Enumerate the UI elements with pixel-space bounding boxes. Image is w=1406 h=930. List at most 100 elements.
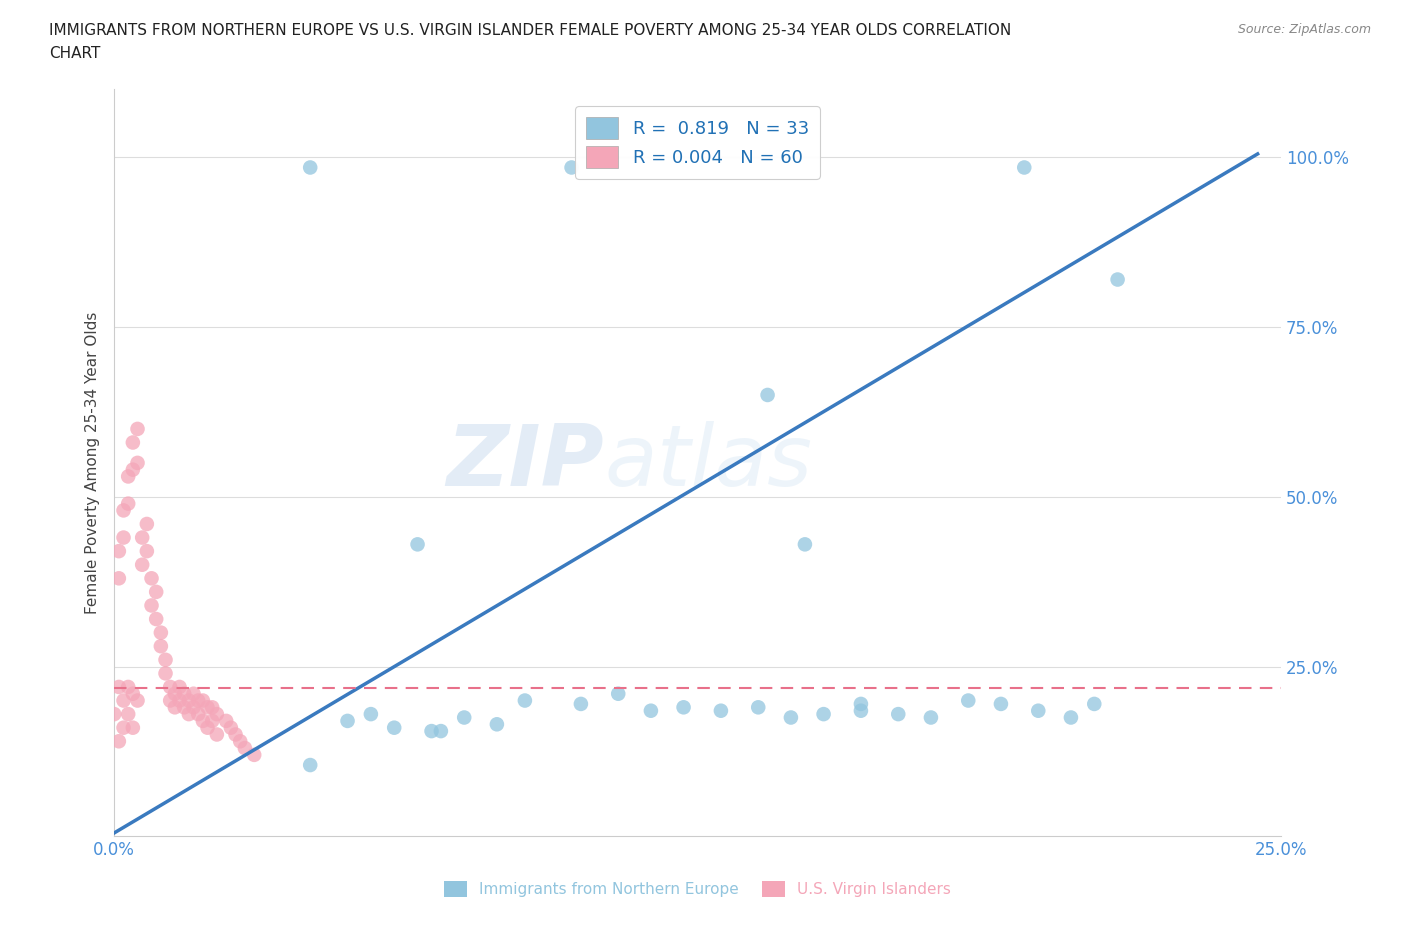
- Point: [513, 693, 536, 708]
- Point: [747, 700, 769, 715]
- Point: [813, 707, 835, 722]
- Point: [299, 758, 322, 773]
- Point: [485, 717, 508, 732]
- Point: [169, 693, 191, 708]
- Point: [201, 713, 224, 728]
- Point: [672, 700, 695, 715]
- Point: [430, 724, 453, 738]
- Point: [163, 700, 186, 715]
- Point: [112, 720, 135, 735]
- Point: [1083, 697, 1105, 711]
- Point: [145, 612, 167, 627]
- Point: [849, 697, 872, 711]
- Point: [103, 707, 125, 722]
- Point: [155, 652, 177, 667]
- Point: [121, 686, 143, 701]
- Point: [177, 707, 200, 722]
- Point: [173, 686, 195, 701]
- Point: [990, 697, 1012, 711]
- Text: Source: ZipAtlas.com: Source: ZipAtlas.com: [1237, 23, 1371, 36]
- Point: [607, 686, 630, 701]
- Point: [135, 544, 157, 559]
- Point: [229, 734, 252, 749]
- Point: [710, 703, 733, 718]
- Point: [957, 693, 980, 708]
- Point: [117, 469, 139, 484]
- Point: [219, 720, 242, 735]
- Point: [225, 727, 247, 742]
- Point: [183, 700, 205, 715]
- Point: [121, 435, 143, 450]
- Point: [135, 516, 157, 531]
- Point: [215, 713, 238, 728]
- Point: [205, 727, 228, 742]
- Point: [920, 711, 942, 725]
- Point: [117, 707, 139, 722]
- Point: [173, 700, 195, 715]
- Point: [1060, 711, 1083, 725]
- Point: [887, 707, 910, 722]
- Point: [420, 724, 443, 738]
- Point: [453, 711, 475, 725]
- Point: [336, 713, 359, 728]
- Point: [569, 697, 592, 711]
- Point: [1026, 703, 1049, 718]
- Point: [141, 598, 163, 613]
- Point: [141, 571, 163, 586]
- Point: [197, 720, 219, 735]
- Point: [183, 686, 205, 701]
- Point: [127, 693, 149, 708]
- Point: [163, 686, 186, 701]
- Point: [112, 503, 135, 518]
- Point: [108, 680, 131, 695]
- Point: [117, 497, 139, 512]
- Text: IMMIGRANTS FROM NORTHERN EUROPE VS U.S. VIRGIN ISLANDER FEMALE POVERTY AMONG 25-: IMMIGRANTS FROM NORTHERN EUROPE VS U.S. …: [49, 23, 1011, 38]
- Point: [382, 720, 405, 735]
- Point: [406, 537, 429, 551]
- Point: [561, 160, 583, 175]
- Point: [145, 584, 167, 599]
- Point: [360, 707, 382, 722]
- Legend: R =  0.819   N = 33, R = 0.004   N = 60: R = 0.819 N = 33, R = 0.004 N = 60: [575, 106, 820, 179]
- Point: [131, 557, 153, 572]
- Point: [205, 707, 228, 722]
- Point: [1012, 160, 1035, 175]
- Point: [299, 160, 322, 175]
- Point: [149, 625, 172, 640]
- Point: [201, 700, 224, 715]
- Point: [187, 693, 209, 708]
- Point: [131, 530, 153, 545]
- Point: [1107, 272, 1129, 287]
- Point: [243, 748, 266, 763]
- Point: [756, 388, 779, 403]
- Y-axis label: Female Poverty Among 25-34 Year Olds: Female Poverty Among 25-34 Year Olds: [86, 312, 100, 614]
- Point: [177, 693, 200, 708]
- Point: [197, 700, 219, 715]
- Text: atlas: atlas: [605, 421, 813, 504]
- Point: [108, 571, 131, 586]
- Point: [159, 680, 181, 695]
- Point: [121, 720, 143, 735]
- Point: [112, 530, 135, 545]
- Point: [640, 703, 662, 718]
- Point: [780, 711, 803, 725]
- Point: [849, 703, 872, 718]
- Point: [121, 462, 143, 477]
- Point: [127, 421, 149, 436]
- Point: [191, 693, 214, 708]
- Point: [112, 693, 135, 708]
- Point: [117, 680, 139, 695]
- Text: ZIP: ZIP: [447, 421, 605, 504]
- Point: [159, 693, 181, 708]
- Point: [108, 544, 131, 559]
- Point: [191, 713, 214, 728]
- Point: [793, 537, 815, 551]
- Point: [127, 456, 149, 471]
- Point: [233, 740, 256, 755]
- Text: CHART: CHART: [49, 46, 101, 61]
- Point: [187, 707, 209, 722]
- Point: [149, 639, 172, 654]
- Point: [108, 734, 131, 749]
- Point: [169, 680, 191, 695]
- Point: [155, 666, 177, 681]
